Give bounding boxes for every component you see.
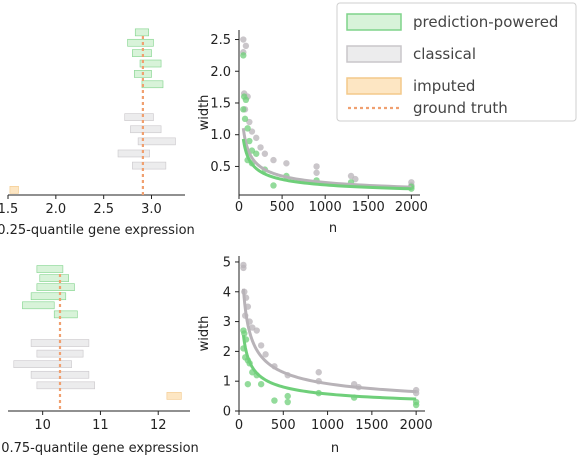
x-tick-label: 10: [34, 418, 51, 433]
classical-point-8: [253, 327, 260, 334]
x-tick-label: 2000: [395, 200, 428, 215]
legend-swatch-1: [346, 45, 402, 63]
prediction-powered-point-6: [246, 137, 253, 145]
prediction-powered-point-5: [244, 125, 251, 132]
classical-point-2: [242, 42, 250, 50]
legend-label-1: classical: [413, 45, 476, 63]
imputed-interval-0: [166, 392, 182, 400]
classical-curve: [241, 127, 412, 189]
y-tick-label: 0: [223, 405, 231, 420]
prediction-powered-point-10: [257, 380, 265, 388]
classical-point-1: [240, 264, 247, 272]
classical-interval-2: [137, 137, 176, 146]
top-right-panel: 0 500 1000 1500 2000 0.5 1.0 1.5 2.0 2.5 n width: [197, 30, 428, 236]
prediction-powered-interval-0: [134, 28, 149, 37]
x-axis-label: 0.75-quantile gene expression: [1, 441, 199, 456]
x-tick-label: 2.0: [45, 202, 66, 217]
y-tick-label: 3: [223, 315, 231, 330]
y-tick-label: 1: [223, 375, 231, 390]
bottom-left-panel: 10 11 12 0.75-quantile gene expression: [1, 265, 199, 456]
legend-swatch-0: [346, 13, 402, 31]
y-tick-label: 2: [223, 345, 231, 360]
classical-interval-3: [117, 149, 150, 158]
classical-interval-1: [130, 125, 162, 134]
classical-point-9: [257, 342, 265, 349]
prediction-powered-point-2: [242, 96, 250, 104]
x-tick-label: 0: [235, 418, 243, 433]
classical-point-9: [257, 144, 264, 151]
classical-interval-2: [13, 360, 72, 368]
prediction-powered-point-0: [240, 52, 247, 59]
legend-label-2: imputed: [413, 77, 475, 95]
prediction-powered-point-9: [244, 380, 252, 388]
classical-curve: [241, 288, 417, 394]
prediction-powered-interval-5: [141, 80, 164, 89]
classical-point-0: [240, 36, 247, 43]
prediction-powered-point-13: [284, 398, 291, 406]
prediction-powered-interval-5: [53, 310, 78, 319]
y-tick-label: 0.5: [210, 160, 231, 175]
classical-point-14: [313, 169, 320, 176]
x-tick-label: 3.0: [141, 202, 162, 217]
y-axis-label: width: [197, 316, 212, 352]
prediction-powered-curve: [241, 138, 412, 191]
x-tick-label: 1500: [355, 418, 388, 433]
x-tick-label: 1000: [311, 418, 344, 433]
prediction-powered-point-17: [412, 401, 420, 409]
classical-point-12: [283, 160, 290, 167]
prediction-powered-point-12: [270, 182, 277, 189]
prediction-powered-point-1: [241, 330, 248, 337]
classical-point-11: [270, 156, 277, 164]
classical-interval-4: [36, 381, 95, 390]
prediction-powered-interval-3: [139, 59, 162, 68]
prediction-powered-interval-1: [39, 274, 69, 282]
prediction-powered-point-8: [253, 150, 260, 157]
classical-interval-4: [132, 161, 167, 170]
prediction-powered-interval-4: [22, 301, 55, 310]
prediction-powered-interval-2: [36, 283, 75, 291]
bottom-right-panel: 0 500 1000 1500 2000 0 1 2 3 4 5 n width: [197, 255, 433, 456]
classical-interval-0: [124, 113, 154, 121]
x-tick-label: 2.5: [93, 202, 114, 217]
prediction-powered-point-12: [284, 392, 291, 400]
x-tick-label: 1500: [352, 200, 385, 215]
x-tick-label: 500: [270, 200, 295, 215]
x-tick-label: 1000: [309, 200, 342, 215]
y-tick-label: 1.5: [210, 96, 231, 111]
classical-point-13: [315, 369, 322, 376]
legend: prediction-powered classical imputed ground…: [336, 2, 577, 122]
x-tick-label: 1.5: [0, 202, 18, 217]
x-tick-label: 500: [271, 418, 296, 433]
x-axis-label: n: [329, 221, 337, 236]
prediction-powered-interval-3: [30, 292, 67, 301]
y-tick-label: 2.0: [210, 65, 231, 80]
prediction-powered-point-11: [271, 397, 278, 404]
y-axis-label: width: [197, 95, 212, 131]
classical-point-13: [313, 163, 320, 170]
prediction-powered-point-4: [241, 115, 249, 123]
x-tick-label: 12: [150, 418, 167, 433]
top-left-panel: 1.5 2.0 2.5 3.0 0.25-quantile gene expressio…: [0, 28, 195, 238]
classical-point-10: [261, 150, 269, 157]
imputed-interval-0: [9, 186, 19, 194]
classical-point-10: [262, 351, 269, 358]
legend-label-3: ground truth: [413, 99, 508, 117]
x-tick-label: 2000: [400, 418, 433, 433]
x-tick-label: 11: [92, 418, 109, 433]
x-axis-label: 0.25-quantile gene expression: [0, 223, 195, 238]
prediction-powered-interval-0: [36, 265, 64, 273]
legend-label-0: prediction-powered: [413, 13, 558, 31]
y-tick-label: 1.0: [210, 128, 231, 143]
y-tick-label: 2.5: [210, 33, 231, 48]
x-axis-label: n: [331, 441, 339, 456]
x-tick-label: 0: [235, 200, 243, 215]
y-tick-label: 4: [223, 285, 231, 300]
legend-swatch-2: [346, 77, 402, 95]
prediction-powered-interval-1: [127, 38, 154, 47]
y-tick-label: 5: [223, 255, 231, 270]
classical-point-8: [253, 134, 260, 142]
prediction-powered-curve: [241, 334, 417, 401]
prediction-powered-point-3: [240, 106, 247, 113]
